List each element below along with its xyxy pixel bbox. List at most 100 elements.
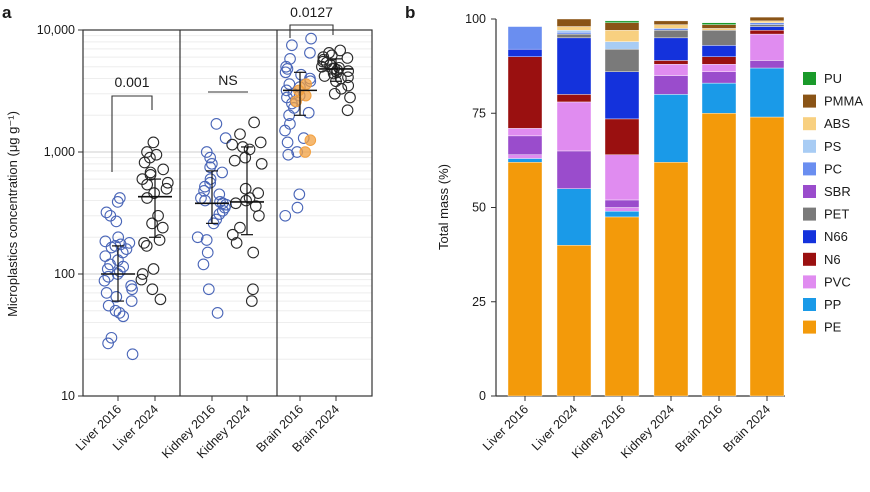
data-point <box>100 287 113 299</box>
bar-segment-pe <box>701 113 737 397</box>
data-point <box>113 307 126 319</box>
bar-segment-pmma <box>701 24 737 29</box>
bar-segment-pu <box>701 22 737 25</box>
data-point <box>328 87 341 100</box>
data-point <box>146 217 158 230</box>
data-point <box>291 201 304 214</box>
data-point <box>191 231 204 244</box>
y-tick-label: 100 <box>465 12 486 26</box>
legend-swatch <box>803 230 816 244</box>
panel-b-label: b <box>405 3 415 22</box>
highlight-point <box>299 89 312 102</box>
data-point <box>228 154 241 167</box>
legend-item-n66: N66 <box>803 229 848 244</box>
bar-segment-sbr <box>701 71 737 84</box>
legend-label: PU <box>824 71 842 86</box>
data-point <box>102 337 114 350</box>
data-point <box>110 290 123 303</box>
bar-segment-n6 <box>749 30 785 35</box>
data-point <box>255 157 268 170</box>
bar-segment-pp <box>749 67 785 118</box>
data-point <box>226 228 239 241</box>
series-points-liver-2016 <box>98 192 139 361</box>
panel-a-comparisons: 0.001 NS 0.0127 <box>111 4 334 172</box>
bar-segment-sbr <box>749 60 785 69</box>
bar-segment-pvc <box>604 207 640 212</box>
data-point <box>126 283 138 296</box>
data-point <box>110 215 123 228</box>
data-point <box>125 295 138 307</box>
legend-item-pvc: PVC <box>803 274 851 289</box>
bar-segment-pet <box>701 30 737 46</box>
stacked-bar-kidney-2016 <box>604 20 640 397</box>
bar-segment-abs <box>556 26 592 31</box>
data-point <box>154 293 167 306</box>
bar-segment-pvc <box>507 128 543 137</box>
highlight-point <box>300 78 312 90</box>
data-point <box>210 118 223 130</box>
y-tick-label: 100 <box>54 267 75 281</box>
data-point <box>153 234 166 246</box>
y-tick-label: 1,000 <box>44 145 75 159</box>
bar-segment-pp <box>653 94 689 163</box>
legend-swatch <box>803 252 816 266</box>
bar-segment-pu <box>604 20 640 23</box>
data-point <box>138 156 151 169</box>
bar-segment-pvc <box>701 64 737 72</box>
data-point <box>342 79 355 92</box>
data-point <box>253 209 265 222</box>
data-point <box>161 176 174 189</box>
bar-segment-sbr <box>507 135 543 155</box>
panel-a-y-axis-title: Microplastics concentration (μg g⁻¹) <box>5 111 20 317</box>
bar-segment-pmma <box>604 22 640 31</box>
data-point <box>135 273 148 286</box>
bar-segment-pe <box>653 162 689 397</box>
stacked-bar-liver-2024 <box>556 18 592 397</box>
stacked-bar-brain-2024 <box>749 16 785 397</box>
data-point <box>219 132 232 144</box>
data-point <box>141 192 153 204</box>
data-point <box>199 194 211 207</box>
data-point <box>136 268 149 280</box>
bar-segment-sbr <box>604 199 640 208</box>
data-point <box>280 60 292 73</box>
comparison-label: NS <box>218 72 237 88</box>
legend-label: PE <box>824 320 842 335</box>
bar-segment-ps <box>556 30 592 33</box>
data-point <box>98 274 111 287</box>
bar-segment-n66 <box>653 37 689 61</box>
legend-label: SBR <box>824 184 851 199</box>
y-tick-label: 50 <box>472 201 486 215</box>
bar-segment-pp <box>701 82 737 114</box>
data-point <box>247 246 260 259</box>
legend-label: PC <box>824 161 842 176</box>
bar-segment-sbr <box>556 150 592 189</box>
data-point <box>105 331 118 344</box>
bar-segment-pe <box>604 216 640 397</box>
bar-segment-pvc <box>556 101 592 152</box>
data-point <box>243 192 256 204</box>
legend-swatch <box>803 298 816 311</box>
bar-segment-pet <box>749 24 785 27</box>
bar-segment-pe <box>749 116 785 397</box>
data-point <box>140 240 153 252</box>
data-point <box>200 234 213 246</box>
legend-swatch <box>803 117 816 131</box>
bar-segment-pet <box>556 33 592 39</box>
data-point <box>204 173 217 185</box>
stacked-bar-kidney-2024 <box>653 20 689 397</box>
bar-segment-n6 <box>604 118 640 155</box>
bar-segment-pp <box>507 158 543 163</box>
legend-label: PP <box>824 297 841 312</box>
bar-segment-pc <box>507 26 543 50</box>
data-point <box>342 71 354 84</box>
data-point <box>344 91 356 104</box>
panel-a-frame <box>82 29 373 397</box>
panel-b-axes: 0 25 50 75 100 <box>465 12 785 403</box>
data-point <box>230 237 243 249</box>
legend-item-ps: PS <box>803 139 842 154</box>
bar-segment-pc <box>749 22 785 25</box>
legend-item-pe: PE <box>803 320 842 335</box>
